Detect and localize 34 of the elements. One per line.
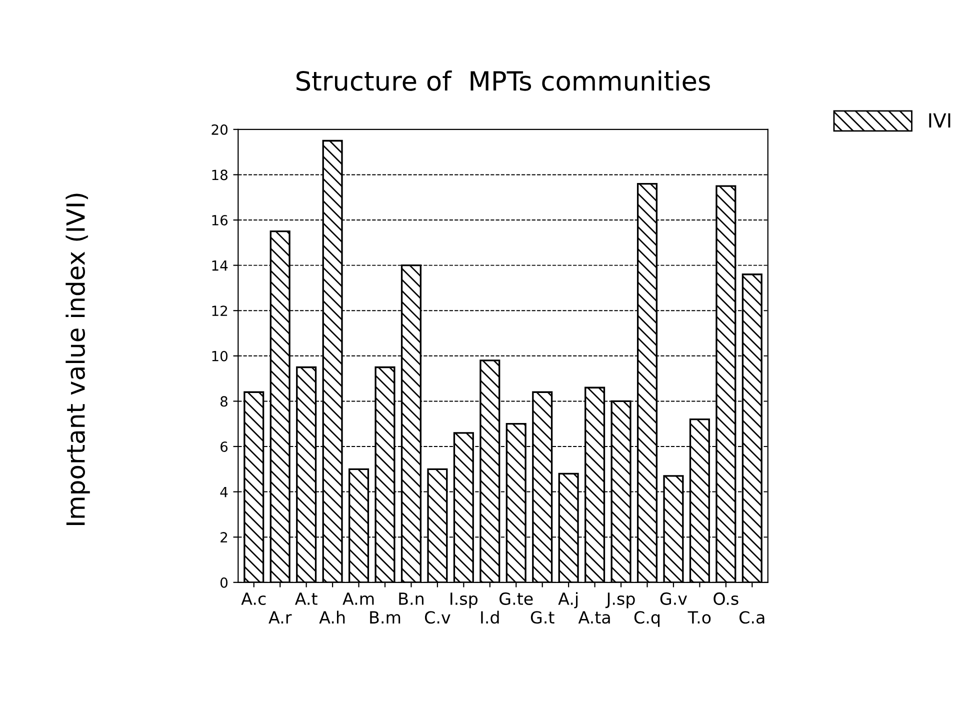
x-tick-label: B.m (370, 611, 400, 624)
x-tick-label: A.j (558, 592, 578, 608)
x-tick-label: A.t (294, 592, 318, 605)
y-tick-label: 2 (220, 532, 228, 542)
x-tick-label: A.ta (578, 611, 610, 624)
x-tick-label: C.a (740, 611, 764, 624)
x-tick-label: J.sp (605, 592, 635, 608)
y-tick-label: 18 (212, 170, 228, 180)
y-tick-label: 4 (220, 486, 228, 498)
y-tick-label: 8 (220, 396, 228, 407)
x-tick-label: O.s (714, 592, 738, 606)
y-tick-label: 16 (212, 214, 228, 226)
y-tick-label: 12 (212, 306, 228, 316)
x-tick-label: G.t (530, 611, 554, 624)
x-tick-label: C.q (634, 611, 660, 627)
x-tick-label: I.d (481, 610, 499, 624)
y-axis-title: Important value index (IVI) (66, 194, 90, 525)
x-tick-label: I.sp (450, 592, 478, 608)
x-tick-label: A.h (319, 610, 345, 624)
x-tick-label: B.n (399, 592, 424, 605)
x-tick-label: A.m (342, 592, 374, 605)
x-tick-label: C.v (424, 611, 450, 624)
y-tick-label: 0 (220, 577, 228, 588)
y-tick-label: 14 (212, 260, 228, 271)
y-tick-label: 20 (212, 124, 228, 135)
x-tick-label: A.r (268, 611, 292, 624)
x-tick-label: G.te (500, 592, 533, 606)
y-tick-label: 6 (220, 441, 228, 452)
x-tick-label: T.o (688, 611, 711, 624)
y-tick-label: 10 (212, 350, 228, 362)
legend-label: IVI (929, 113, 950, 128)
x-tick-label: G.v (660, 592, 688, 606)
chart-title: Structure of MPTs communities (296, 70, 710, 91)
x-tick-label: A.c (241, 592, 266, 606)
